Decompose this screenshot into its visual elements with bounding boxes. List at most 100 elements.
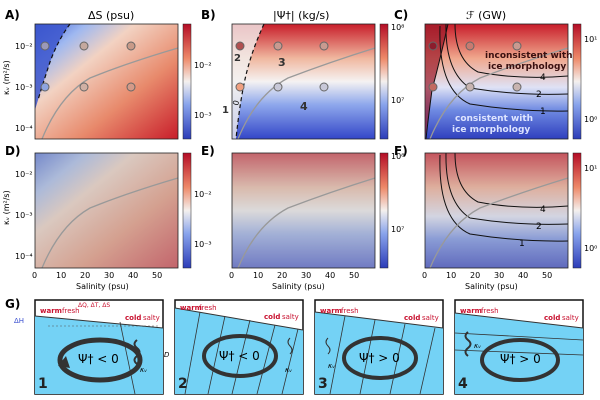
x-tick: 40 [518,271,528,280]
schematic-3: warm fresh cold salty Ψ† > 0 κᵥ 3 [314,299,444,395]
panel-title: ΔS (psu) [88,9,134,22]
panel-a: A) ΔS (psu) 10⁻² 10⁻³ [5,8,212,140]
contour-label: 1 [540,107,546,117]
panel-title: |Ψ†| (kg/s) [273,9,329,22]
svg-text:3: 3 [318,376,328,392]
x-tick: 0 [32,271,37,280]
y-axis-label: κᵥ (m²/s) [2,60,11,95]
x-tick: 30 [104,271,114,280]
panel-d-heatmap [35,153,178,268]
panel-c-dark-region [425,24,448,139]
region-label-inconsistent: ice morphology [488,62,566,72]
svg-text:4: 4 [458,376,468,392]
contour-label: 2 [536,222,542,232]
cbar-tick: 10⁰ [584,244,597,253]
x-tick: 30 [494,271,504,280]
colorbar-a [182,23,192,140]
panel-letter: A) [5,8,20,22]
svg-text:fresh: fresh [341,307,359,315]
marker [40,41,50,51]
schematic-2: warm fresh cold salty Ψ† < 0 κᵥ 2 [174,299,304,395]
contour-label: 2 [536,90,542,100]
schematic-number: 1 [38,376,48,392]
svg-text:fresh: fresh [481,307,499,315]
x-tick: 10 [446,271,456,280]
colorbar-b [379,23,389,140]
marker [273,41,283,51]
cbar-tick: 10⁸ [391,23,404,32]
cbar-tick: 10⁻² [194,190,212,199]
panel-c-heatmap [425,24,568,139]
y-tick: 10⁻³ [15,211,33,220]
cbar-tick: 10⁻³ [194,111,212,120]
y-tick: 10⁻⁴ [15,252,33,261]
y-tick: 10⁻⁴ [15,124,33,133]
contour-1 [439,25,569,112]
cbar-tick: 10¹ [584,164,597,173]
panel-a-heatmap [35,24,178,139]
label-fresh: fresh [62,307,80,315]
region-number: 3 [278,56,286,69]
label-warm: warm [40,307,62,315]
region-number: 2 [234,53,241,64]
label-salty: salty [143,314,160,322]
marker [465,41,475,51]
x-tick: 20 [470,271,480,280]
cbar-tick: 10⁷ [391,96,404,105]
panel-letter: C) [394,8,408,22]
marker [40,82,50,92]
panel-letter: E) [201,144,215,158]
x-tick: 20 [80,271,90,280]
cbar-tick: 10¹ [584,35,597,44]
svg-text:warm: warm [460,307,482,315]
panel-b: 2 3 1 4 0 B) |Ψ†| (kg/s) 10⁸ 10⁷ [201,8,404,140]
marker [126,82,136,92]
x-tick: 30 [301,271,311,280]
contour-label: 4 [540,73,546,83]
x-tick: 40 [325,271,335,280]
marker [126,41,136,51]
panel-letter: F) [394,144,408,158]
contour-4 [454,23,569,78]
panel-letter: G) [5,297,20,311]
y-tick: 10⁻² [15,170,33,179]
label-delta: ΔQ, ΔT, ΔS [78,302,110,309]
panel-e: E) 10⁸ 10⁷ [201,144,404,269]
panel-d: D) 10⁻² 10⁻³ [5,144,212,269]
x-axis-label: Salinity (psu) [272,282,325,291]
x-tick: 50 [542,271,552,280]
region-label-consistent: ice morphology [452,125,530,135]
panel-b-markers [235,41,329,92]
region-label-inconsistent: inconsistent with [485,51,573,61]
panel-letter: D) [5,144,20,158]
panel-b-white-region [232,24,264,139]
marker [235,82,245,92]
x-tick: 10 [56,271,66,280]
svg-text:salty: salty [562,314,579,322]
panel-a-markers [40,41,136,92]
marker [79,82,89,92]
svg-text:fresh: fresh [199,304,217,312]
x-tick: 10 [253,271,263,280]
svg-text:warm: warm [180,304,202,312]
svg-text:cold: cold [544,314,560,322]
cbar-tick: 10⁰ [584,115,597,124]
x-tick: 40 [128,271,138,280]
marker [273,82,283,92]
region-label-consistent: consistent with [455,114,533,124]
y-tick: 10⁻³ [15,83,33,92]
marker [319,41,329,51]
svg-text:cold: cold [404,314,420,322]
x-tick: 50 [349,271,359,280]
marker [465,82,475,92]
schematic-4: warm fresh cold salty Ψ† > 0 κᵥ 4 [454,299,584,395]
marker [428,82,438,92]
panel-b-dashed-contour [235,23,265,140]
svg-text:κᵥ: κᵥ [285,366,292,374]
svg-text:warm: warm [320,307,342,315]
svg-text:Ψ† < 0: Ψ† < 0 [219,349,260,363]
region-number: 1 [222,105,229,116]
panel-letter: B) [201,8,216,22]
region-number: 4 [300,100,308,113]
label-psi: Ψ† < 0 [78,352,119,366]
